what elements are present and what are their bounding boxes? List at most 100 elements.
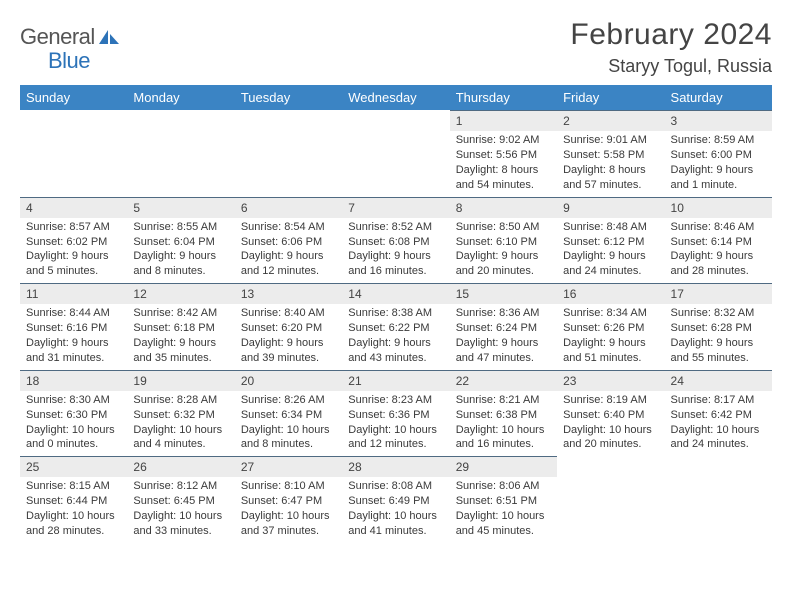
sunset-text: Sunset: 6:34 PM [241,408,336,423]
daylight-text: Daylight: 9 hours and 28 minutes. [671,249,766,279]
daylight-text: Daylight: 10 hours and 41 minutes. [348,509,443,539]
day-cell: 25Sunrise: 8:15 AMSunset: 6:44 PMDayligh… [20,456,127,543]
day-details: Sunrise: 8:19 AMSunset: 6:40 PMDaylight:… [557,391,664,456]
sunset-text: Sunset: 6:30 PM [26,408,121,423]
sunset-text: Sunset: 5:58 PM [563,148,658,163]
day-cell: 28Sunrise: 8:08 AMSunset: 6:49 PMDayligh… [342,456,449,543]
week-row: 1Sunrise: 9:02 AMSunset: 5:56 PMDaylight… [20,110,772,197]
day-number: 29 [450,456,557,477]
sunset-text: Sunset: 6:02 PM [26,235,121,250]
day-cell: 26Sunrise: 8:12 AMSunset: 6:45 PMDayligh… [127,456,234,543]
day-details: Sunrise: 8:46 AMSunset: 6:14 PMDaylight:… [665,218,772,283]
sunset-text: Sunset: 6:40 PM [563,408,658,423]
title-block: February 2024 Staryy Togul, Russia [570,18,772,77]
day-cell [557,456,664,543]
sunrise-text: Sunrise: 8:26 AM [241,393,336,408]
sunset-text: Sunset: 6:24 PM [456,321,551,336]
day-cell [235,110,342,197]
daylight-text: Daylight: 9 hours and 12 minutes. [241,249,336,279]
day-details: Sunrise: 8:42 AMSunset: 6:18 PMDaylight:… [127,304,234,369]
sunset-text: Sunset: 6:38 PM [456,408,551,423]
day-number: 26 [127,456,234,477]
day-details: Sunrise: 8:40 AMSunset: 6:20 PMDaylight:… [235,304,342,369]
day-number: 23 [557,370,664,391]
day-cell [127,110,234,197]
day-header: Wednesday [342,85,449,110]
sunrise-text: Sunrise: 8:55 AM [133,220,228,235]
day-details: Sunrise: 8:28 AMSunset: 6:32 PMDaylight:… [127,391,234,456]
day-number: 18 [20,370,127,391]
day-details: Sunrise: 8:54 AMSunset: 6:06 PMDaylight:… [235,218,342,283]
day-number: 8 [450,197,557,218]
day-number: 16 [557,283,664,304]
day-details: Sunrise: 8:32 AMSunset: 6:28 PMDaylight:… [665,304,772,369]
day-cell: 3Sunrise: 8:59 AMSunset: 6:00 PMDaylight… [665,110,772,197]
daylight-text: Daylight: 10 hours and 8 minutes. [241,423,336,453]
sunrise-text: Sunrise: 8:46 AM [671,220,766,235]
sunset-text: Sunset: 6:00 PM [671,148,766,163]
sunrise-text: Sunrise: 8:48 AM [563,220,658,235]
day-cell: 27Sunrise: 8:10 AMSunset: 6:47 PMDayligh… [235,456,342,543]
day-cell: 29Sunrise: 8:06 AMSunset: 6:51 PMDayligh… [450,456,557,543]
week-row: 11Sunrise: 8:44 AMSunset: 6:16 PMDayligh… [20,283,772,370]
sunrise-text: Sunrise: 8:40 AM [241,306,336,321]
day-cell: 24Sunrise: 8:17 AMSunset: 6:42 PMDayligh… [665,370,772,457]
sunset-text: Sunset: 6:04 PM [133,235,228,250]
day-details: Sunrise: 8:21 AMSunset: 6:38 PMDaylight:… [450,391,557,456]
daylight-text: Daylight: 10 hours and 12 minutes. [348,423,443,453]
day-details: Sunrise: 8:36 AMSunset: 6:24 PMDaylight:… [450,304,557,369]
day-details: Sunrise: 8:52 AMSunset: 6:08 PMDaylight:… [342,218,449,283]
sunrise-text: Sunrise: 8:21 AM [456,393,551,408]
day-number: 1 [450,110,557,131]
daylight-text: Daylight: 9 hours and 1 minute. [671,163,766,193]
day-number: 3 [665,110,772,131]
day-cell: 2Sunrise: 9:01 AMSunset: 5:58 PMDaylight… [557,110,664,197]
sunrise-text: Sunrise: 8:15 AM [26,479,121,494]
month-title: February 2024 [570,18,772,52]
day-number: 5 [127,197,234,218]
day-details: Sunrise: 8:38 AMSunset: 6:22 PMDaylight:… [342,304,449,369]
day-number: 13 [235,283,342,304]
day-header: Sunday [20,85,127,110]
week-row: 18Sunrise: 8:30 AMSunset: 6:30 PMDayligh… [20,370,772,457]
sunrise-text: Sunrise: 8:08 AM [348,479,443,494]
brand-sail-icon [99,29,121,50]
sunset-text: Sunset: 6:45 PM [133,494,228,509]
daylight-text: Daylight: 10 hours and 4 minutes. [133,423,228,453]
day-details: Sunrise: 8:48 AMSunset: 6:12 PMDaylight:… [557,218,664,283]
sunrise-text: Sunrise: 8:12 AM [133,479,228,494]
day-cell: 9Sunrise: 8:48 AMSunset: 6:12 PMDaylight… [557,197,664,284]
day-cell: 17Sunrise: 8:32 AMSunset: 6:28 PMDayligh… [665,283,772,370]
day-header: Friday [557,85,664,110]
day-details: Sunrise: 8:06 AMSunset: 6:51 PMDaylight:… [450,477,557,542]
daylight-text: Daylight: 10 hours and 24 minutes. [671,423,766,453]
sunrise-text: Sunrise: 8:28 AM [133,393,228,408]
day-number: 25 [20,456,127,477]
day-details: Sunrise: 9:01 AMSunset: 5:58 PMDaylight:… [557,131,664,196]
day-number: 4 [20,197,127,218]
sunrise-text: Sunrise: 8:32 AM [671,306,766,321]
daylight-text: Daylight: 9 hours and 43 minutes. [348,336,443,366]
sunset-text: Sunset: 6:16 PM [26,321,121,336]
day-details: Sunrise: 8:17 AMSunset: 6:42 PMDaylight:… [665,391,772,456]
day-number: 10 [665,197,772,218]
day-details: Sunrise: 9:02 AMSunset: 5:56 PMDaylight:… [450,131,557,196]
day-cell: 14Sunrise: 8:38 AMSunset: 6:22 PMDayligh… [342,283,449,370]
sunrise-text: Sunrise: 8:44 AM [26,306,121,321]
sunset-text: Sunset: 6:42 PM [671,408,766,423]
daylight-text: Daylight: 9 hours and 31 minutes. [26,336,121,366]
day-number: 7 [342,197,449,218]
day-details: Sunrise: 8:15 AMSunset: 6:44 PMDaylight:… [20,477,127,542]
day-details: Sunrise: 8:57 AMSunset: 6:02 PMDaylight:… [20,218,127,283]
brand-logo: GeneralBlue [20,24,121,74]
day-header: Saturday [665,85,772,110]
day-header-row: Sunday Monday Tuesday Wednesday Thursday… [20,85,772,110]
day-details: Sunrise: 8:08 AMSunset: 6:49 PMDaylight:… [342,477,449,542]
day-cell: 19Sunrise: 8:28 AMSunset: 6:32 PMDayligh… [127,370,234,457]
sunrise-text: Sunrise: 9:01 AM [563,133,658,148]
sunset-text: Sunset: 6:08 PM [348,235,443,250]
sunset-text: Sunset: 6:12 PM [563,235,658,250]
daylight-text: Daylight: 10 hours and 20 minutes. [563,423,658,453]
day-cell: 12Sunrise: 8:42 AMSunset: 6:18 PMDayligh… [127,283,234,370]
day-number: 15 [450,283,557,304]
